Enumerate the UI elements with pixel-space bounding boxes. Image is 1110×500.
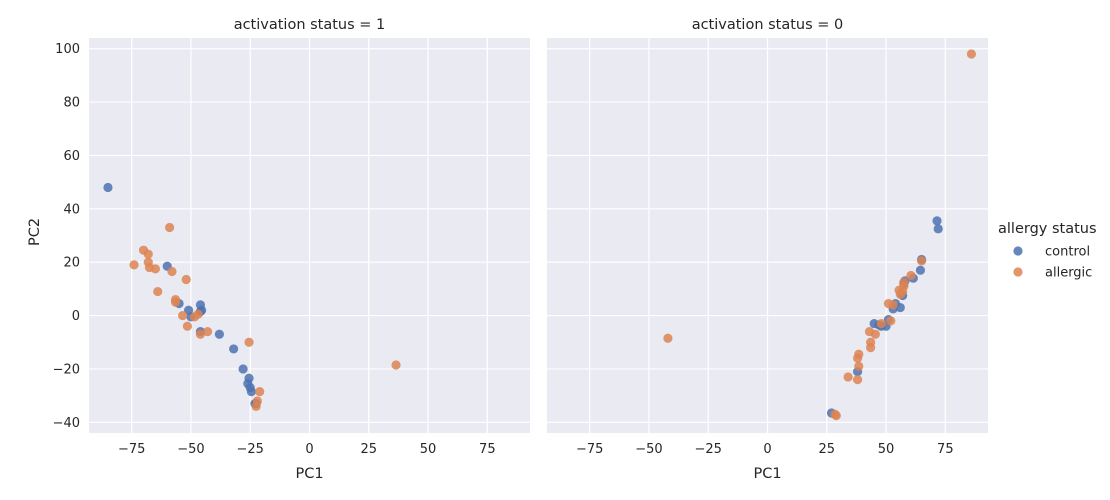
data-point: [167, 266, 177, 277]
data-point: [251, 401, 261, 411]
panel-1: −75 −50 −25 0 25 50 75 −40 −20 0 20 40 60 80 100 activa…: [53, 17, 530, 482]
data-point: [843, 372, 853, 382]
data-point: [202, 326, 213, 337]
legend-items: control allergic: [1013, 245, 1092, 281]
panels: −75 −50 −25 0 25 50 75 −40 −20 0 20 40 60 80 100 activa…: [53, 17, 988, 482]
x-tick-label: 50: [420, 442, 437, 457]
data-point: [193, 309, 203, 319]
data-point: [917, 256, 927, 266]
data-point: [391, 360, 401, 370]
x-tick-label: 75: [937, 442, 954, 457]
data-point: [854, 349, 864, 359]
data-point: [195, 329, 206, 339]
legend-label: control: [1045, 245, 1090, 260]
data-point: [886, 316, 896, 326]
data-point: [876, 318, 886, 329]
legend-title: allergy status: [998, 221, 1097, 237]
x-tick-label: −75: [576, 442, 603, 457]
x-tick-label: 25: [819, 442, 836, 457]
y-tick-label: −20: [53, 362, 80, 377]
data-point: [895, 302, 905, 313]
data-point: [214, 329, 225, 339]
y-tick-label: 0: [72, 309, 80, 324]
data-point: [854, 361, 864, 371]
x-tick-label: 75: [479, 442, 496, 457]
legend-item-allergic: allergic: [1013, 266, 1092, 281]
data-point: [244, 337, 254, 347]
x-tick-label: 0: [763, 442, 771, 457]
panel-title: activation status = 1: [234, 17, 386, 33]
x-tick-label: 25: [361, 442, 378, 457]
data-point: [831, 411, 841, 421]
data-point: [170, 297, 181, 307]
x-tick-label: −25: [237, 442, 264, 457]
data-point: [178, 310, 188, 321]
data-point: [244, 373, 254, 383]
data-point: [966, 49, 977, 59]
legend-label: allergic: [1045, 266, 1092, 281]
legend-marker: [1013, 267, 1023, 277]
x-tick-label: −25: [695, 442, 722, 457]
legend: allergy status control allergic: [998, 221, 1097, 281]
data-point: [165, 222, 175, 233]
y-tick-label: 100: [55, 42, 80, 57]
legend-marker: [1013, 246, 1023, 256]
y-tick-label: 40: [63, 202, 80, 217]
data-point: [852, 375, 863, 385]
legend-item-control: control: [1013, 245, 1090, 260]
data-point: [888, 300, 898, 310]
y-tick-label: 20: [63, 256, 80, 271]
y-tick-label: 60: [63, 149, 80, 164]
x-axis-label: PC1: [753, 466, 781, 482]
panel-2: −75 −50 −25 0 25 50 75 activation status = 0 PC1: [547, 17, 988, 482]
data-point: [932, 216, 942, 226]
data-point: [870, 329, 880, 339]
x-tick-label: −50: [635, 442, 662, 457]
data-point: [129, 260, 139, 270]
x-axis-label: PC1: [295, 466, 323, 482]
data-point: [182, 321, 192, 331]
data-point: [181, 274, 191, 285]
data-point: [899, 277, 909, 287]
panel-title: activation status = 0: [692, 17, 844, 33]
x-tick-label: 0: [305, 442, 313, 457]
x-tick-label: −75: [118, 442, 145, 457]
y-axis-label: PC2: [27, 218, 43, 246]
data-point: [143, 249, 153, 259]
x-tick-label: 50: [878, 442, 895, 457]
data-point: [103, 182, 113, 193]
data-point: [906, 270, 916, 281]
data-point: [866, 342, 876, 353]
data-point: [238, 364, 248, 374]
data-point: [915, 265, 926, 275]
x-tick-label: −50: [177, 442, 204, 457]
series-allergic: [129, 222, 401, 411]
data-point: [153, 286, 163, 297]
data-point: [229, 344, 239, 354]
data-point: [933, 224, 943, 234]
data-point: [663, 333, 673, 343]
y-tick-label: −40: [53, 416, 80, 431]
series-allergic: [663, 49, 977, 421]
data-point: [150, 264, 160, 274]
y-tick-label: 80: [63, 96, 80, 111]
data-point: [246, 387, 257, 397]
data-point: [255, 387, 265, 397]
